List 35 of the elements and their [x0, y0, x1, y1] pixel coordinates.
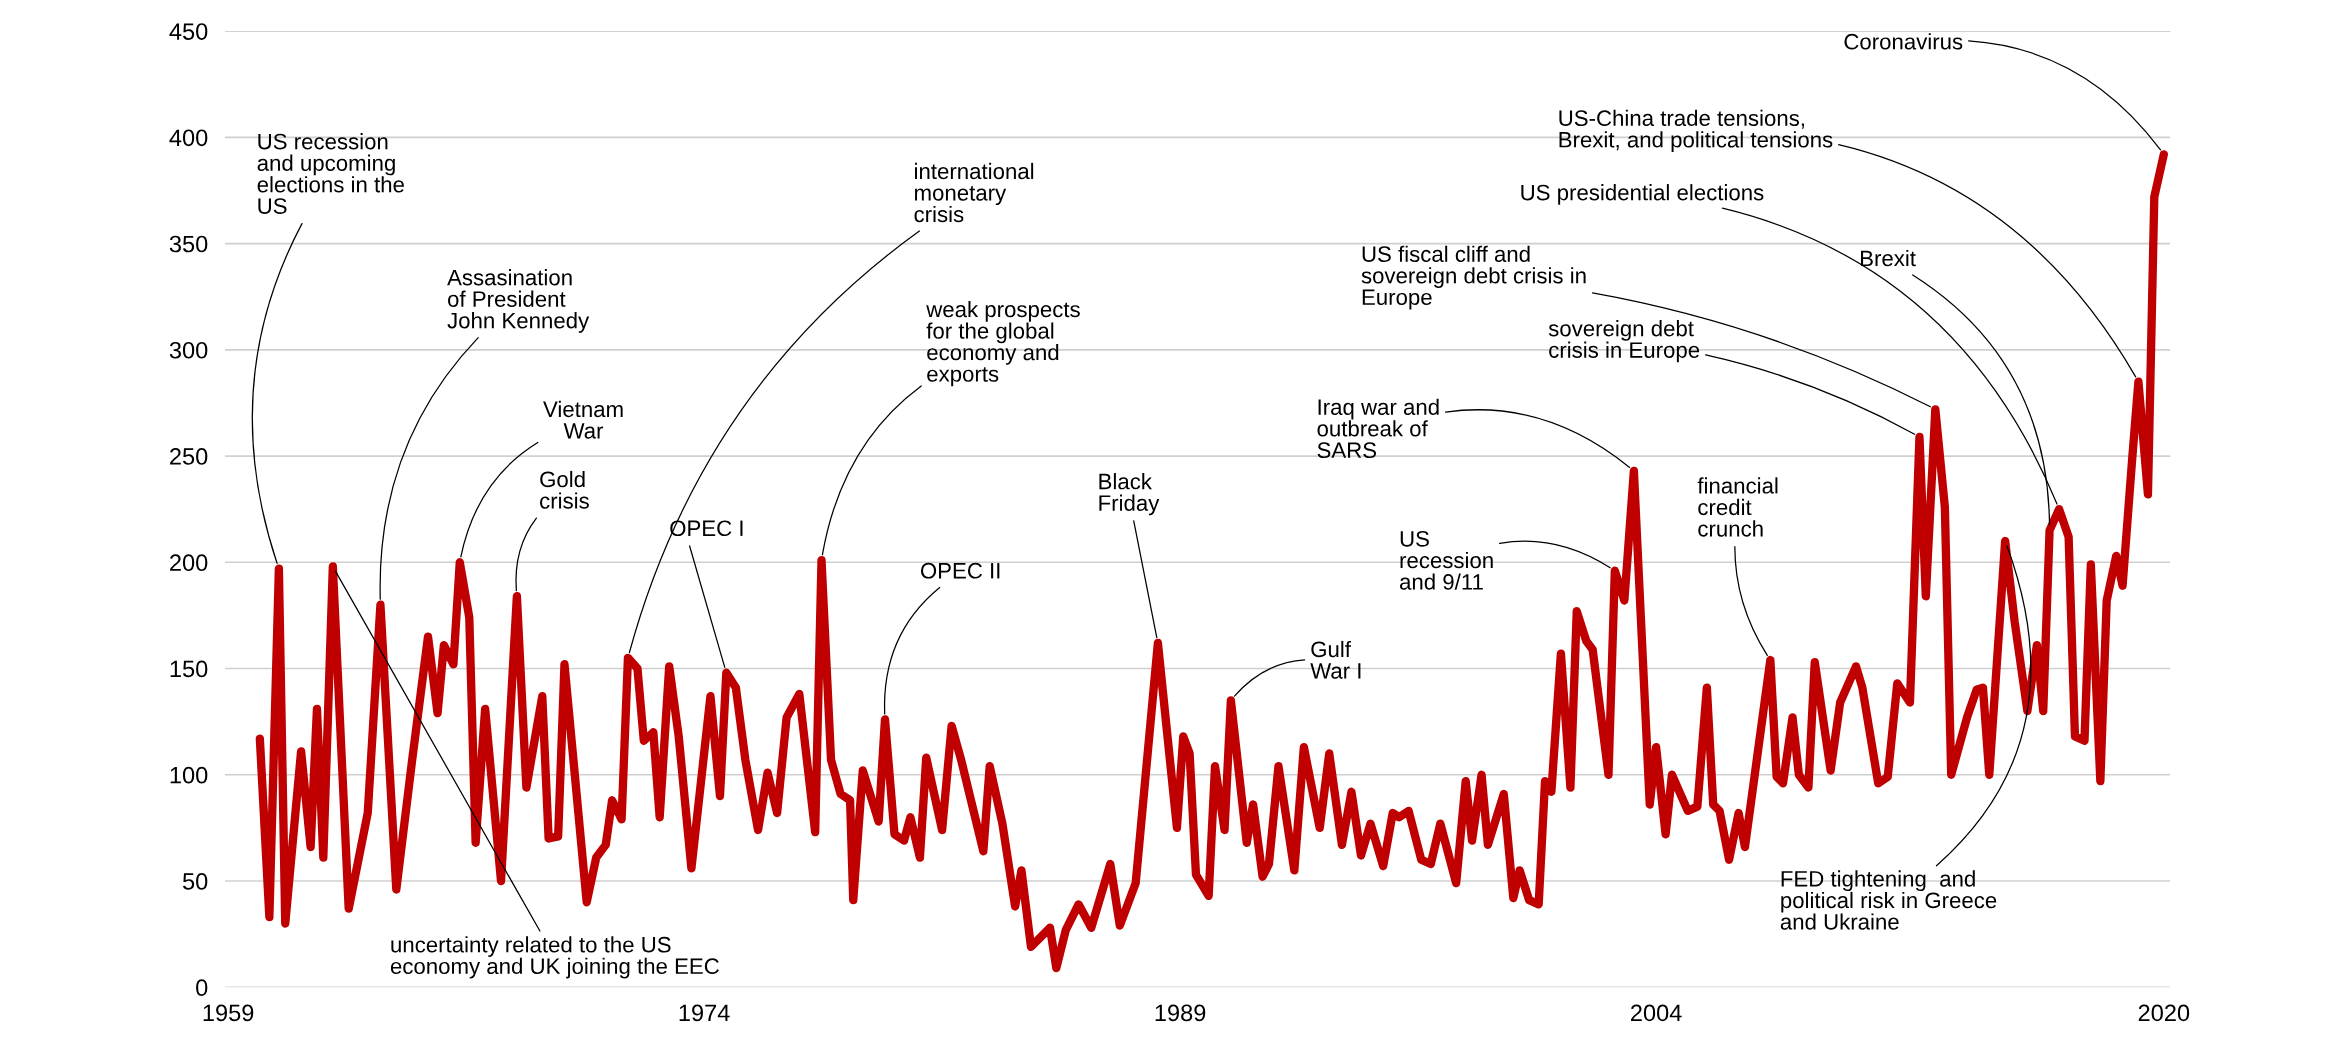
annotation: US-China trade tensions, Brexit, and political tensions [1559, 109, 1833, 152]
annotation: Assasination of President John Kennedy [447, 269, 590, 333]
y-tick-label: 250 [170, 448, 208, 465]
annotation: Brexit [1861, 249, 1916, 267]
annotation: Coronavirus [1844, 33, 1963, 50]
x-tick-label: 2020 [2138, 1004, 2190, 1022]
y-tick-label: 0 [196, 979, 208, 997]
annotation: Iraq war and outbreak of SARS [1317, 398, 1439, 459]
annotation: OPEC II [920, 562, 1000, 579]
annotation: weak prospects for the global economy and exports [926, 300, 1080, 387]
annotation: Gulf War I [1310, 640, 1361, 679]
annotation: financial credit crunch [1697, 477, 1778, 537]
annotation: sovereign debt crisis in Europe [1548, 320, 1700, 363]
annotation: Vietnam War [543, 400, 623, 439]
x-tick-label: 1959 [203, 1004, 254, 1022]
x-tick-label: 1989 [1155, 1004, 1206, 1022]
x-tick-label: 2004 [1631, 1004, 1682, 1022]
annotation: US recession and upcoming elections in the US [257, 133, 404, 214]
y-tick-label: 50 [182, 873, 208, 890]
y-tick-label: 200 [170, 554, 208, 572]
y-tick-label: 450 [169, 23, 208, 40]
y-tick-label: 100 [170, 766, 208, 784]
y-tick-label: 150 [170, 660, 208, 678]
y-tick-label: 400 [169, 129, 208, 147]
annotation: US fiscal cliff and sovereign debt crisis in Europe [1361, 245, 1586, 310]
x-tick-label: 1974 [679, 1004, 730, 1022]
annotation: Black Friday [1099, 473, 1160, 516]
annotation: US presidential elections [1521, 184, 1764, 205]
annotation: international monetary crisis [914, 162, 1034, 223]
annotation: FED tightening and political risk in Greece and Ukraine [1780, 870, 1997, 930]
annotation: Gold crisis [540, 470, 589, 509]
y-tick-label: 300 [169, 341, 208, 359]
annotation: US recession and 9/11 [1400, 531, 1493, 590]
annotation: uncertainty related to the US economy and UK joining the EEC [390, 936, 719, 979]
y-tick-label: 350 [169, 235, 208, 253]
